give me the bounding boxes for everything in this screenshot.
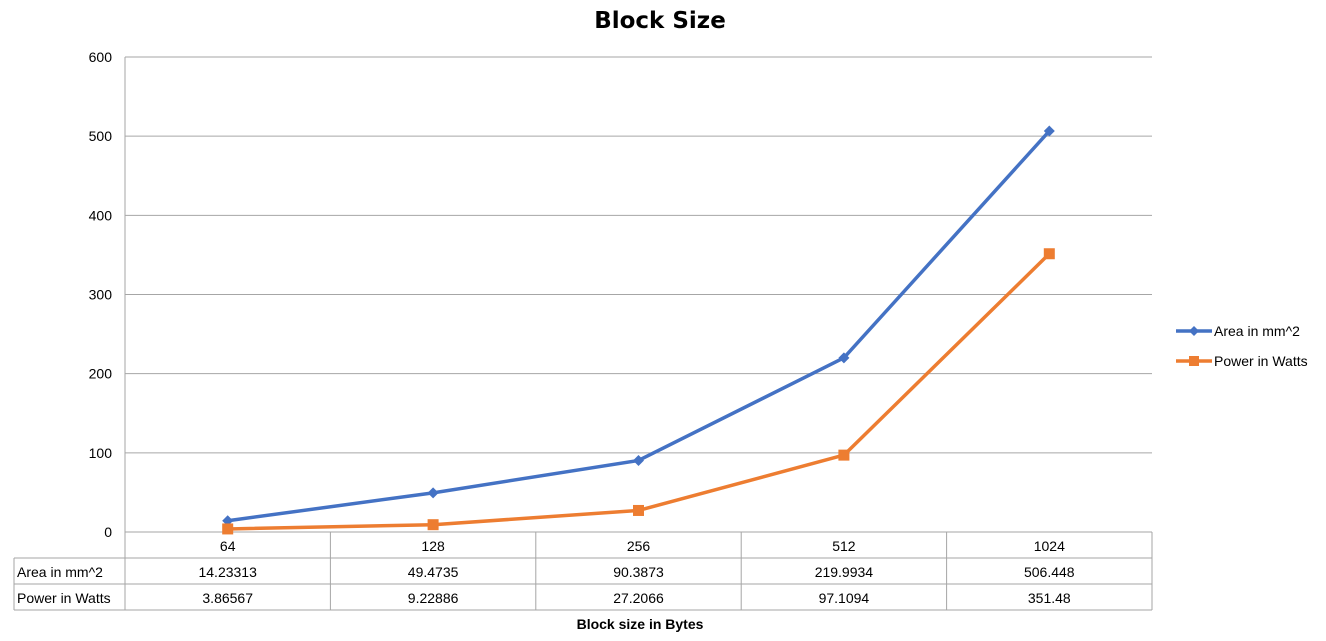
table-cell: 90.3873	[613, 564, 664, 580]
x-category-label: 256	[627, 538, 651, 554]
gridlines	[124, 56, 1152, 533]
table-cell: 9.22886	[408, 590, 459, 606]
y-tick-label: 600	[89, 49, 113, 65]
table-cell: 506.448	[1024, 564, 1075, 580]
table-cell: 219.9934	[815, 564, 874, 580]
data-point-diamond	[633, 454, 644, 466]
table-series-name: Power in Watts	[17, 590, 111, 606]
data-point-square	[838, 449, 850, 461]
table-cell: 351.48	[1028, 590, 1071, 606]
y-tick-label: 200	[89, 366, 113, 382]
data-point-square	[1043, 248, 1055, 260]
legend-marker-square	[1189, 356, 1199, 366]
y-tick-label: 500	[89, 128, 113, 144]
legend-label: Area in mm^2	[1214, 323, 1300, 339]
data-point-diamond	[838, 352, 850, 364]
y-tick-label: 0	[104, 524, 112, 540]
legend: Area in mm^2 Power in Watts	[1176, 323, 1308, 369]
legend-label: Power in Watts	[1214, 353, 1308, 369]
data-point-diamond	[427, 487, 439, 499]
x-category-label: 512	[832, 538, 856, 554]
data-table: 64 128 256 512 1024 Area in mm^2 14.23313 49.47…	[13, 532, 1153, 611]
legend-marker-diamond	[1189, 326, 1199, 336]
data-point-square	[427, 519, 439, 531]
y-tick-label: 400	[89, 207, 113, 223]
table-cell: 49.4735	[408, 564, 459, 580]
x-category-label: 1024	[1034, 538, 1065, 554]
chart-title: Block Size	[594, 8, 726, 34]
y-tick-label: 300	[89, 287, 113, 303]
series-line	[227, 252, 1051, 531]
table-cell: 14.23313	[198, 564, 257, 580]
table-series-name: Area in mm^2	[17, 564, 103, 580]
table-cell: 97.1094	[819, 590, 870, 606]
y-axis-ticks: 0 100 200 300 400 500 600	[89, 49, 113, 540]
x-axis-label: Block size in Bytes	[577, 616, 704, 632]
x-category-label: 128	[421, 538, 445, 554]
y-tick-label: 100	[89, 445, 113, 461]
table-cell: 27.2066	[613, 590, 664, 606]
x-category-label: 64	[220, 538, 236, 554]
data-point-diamond	[1043, 125, 1055, 137]
table-cell: 3.86567	[202, 590, 253, 606]
data-point-square	[633, 504, 644, 516]
data-point-square	[222, 523, 234, 535]
series-lines	[222, 125, 1055, 535]
